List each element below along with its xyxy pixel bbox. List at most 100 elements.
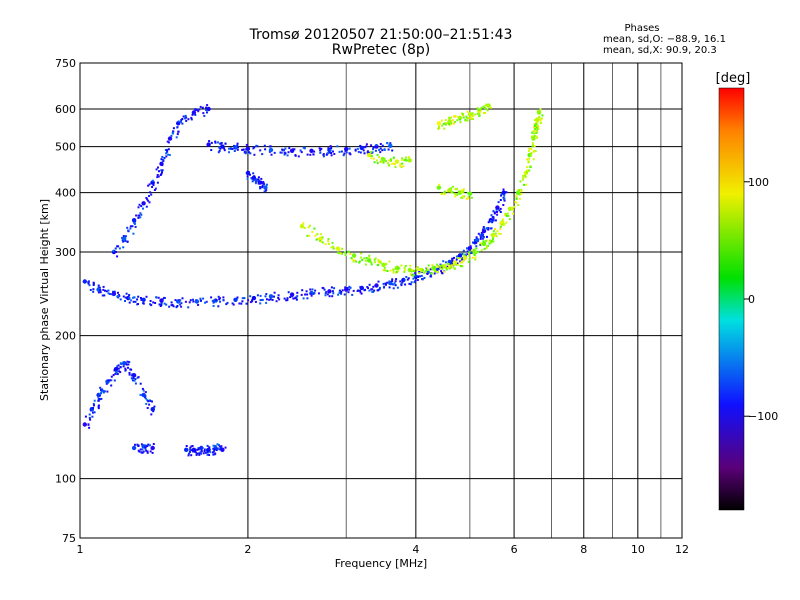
- data-point-o-mode: [457, 253, 463, 258]
- scatter-fill-point: [533, 126, 536, 129]
- scatter-fill-point: [151, 400, 153, 403]
- scatter-fill-point: [105, 290, 108, 293]
- scatter-fill-point: [279, 151, 282, 154]
- scatter-fill-point: [91, 415, 94, 418]
- scatter-fill-point: [528, 157, 531, 160]
- scatter-fill-point: [439, 263, 442, 266]
- scatter-fill-point: [198, 453, 201, 456]
- scatter-fill-point: [92, 282, 95, 285]
- scatter-fill-point: [524, 174, 527, 177]
- scatter-fill-point: [453, 121, 456, 123]
- scatter-fill-point: [149, 444, 151, 447]
- scatter-fill-point: [264, 148, 267, 151]
- scatter-fill-point: [446, 267, 449, 270]
- scatter-fill-point: [411, 274, 414, 277]
- scatter-fill-point: [112, 374, 115, 377]
- scatter-fill-point: [498, 209, 501, 212]
- scatter-fill-point: [462, 188, 465, 191]
- scatter-fill-point: [342, 154, 345, 157]
- scatter-fill-point: [520, 188, 523, 191]
- scatter-fill-point: [508, 218, 511, 221]
- scatter-fill-point: [180, 302, 183, 305]
- scatter-fill-point: [241, 300, 244, 303]
- scatter-fill-point: [157, 296, 160, 299]
- scatter-fill-point: [445, 122, 448, 125]
- scatter-fill-point: [246, 172, 249, 175]
- scatter-fill-point: [152, 301, 155, 304]
- scatter-fill-point: [160, 172, 163, 175]
- scatter-fill-point: [519, 197, 521, 200]
- scatter-fill-point: [179, 299, 182, 302]
- scatter-fill-point: [206, 444, 209, 447]
- grid-lines: [80, 63, 682, 538]
- scatter-fill-point: [537, 127, 540, 130]
- scatter-fill-point: [262, 182, 265, 185]
- scatter-fill-point: [92, 411, 94, 414]
- scatter-fill-point: [281, 148, 284, 151]
- scatter-fill-point: [522, 176, 525, 179]
- scatter-fill-point: [473, 242, 476, 245]
- scatter-fill-point: [110, 375, 113, 378]
- scatter-fill-point: [195, 453, 198, 456]
- data-point-o-mode: [141, 297, 146, 302]
- scatter-fill-point: [536, 126, 538, 129]
- scatter-fill-point: [192, 300, 195, 303]
- scatter-fill-point: [384, 282, 387, 285]
- scatter-fill-point: [306, 234, 309, 237]
- scatter-fill-point: [152, 184, 155, 186]
- scatter-fill-point: [349, 252, 352, 255]
- scatter-fill-point: [370, 155, 373, 157]
- scatter-fill-point: [275, 300, 278, 303]
- scatter-fill-point: [327, 147, 330, 150]
- scatter-fill-point: [98, 398, 101, 400]
- scatter-fill-point: [204, 301, 207, 304]
- scatter-fill-point: [311, 288, 314, 291]
- scatter-fill-point: [338, 291, 341, 294]
- scatter-fill-point: [332, 247, 335, 250]
- scatter-fill-point: [403, 266, 406, 269]
- scatter-fill-point: [287, 291, 290, 294]
- scatter-fill-point: [452, 185, 454, 188]
- scatter-fill-point: [482, 240, 485, 243]
- scatter-fill-point: [490, 241, 493, 244]
- scatter-fill-point: [201, 447, 204, 449]
- scatter-fill-point: [352, 260, 355, 263]
- scatter-fill-point: [84, 415, 87, 418]
- scatter-fill-point: [507, 214, 510, 217]
- scatter-fill-point: [319, 149, 322, 152]
- scatter-fill-point: [527, 170, 530, 172]
- scatter-fill-point: [147, 443, 150, 446]
- scatter-fill-point: [415, 267, 418, 270]
- scatter-fill-point: [287, 151, 290, 154]
- scatter-fill-point: [392, 283, 395, 286]
- scatter-fill-point: [495, 235, 498, 238]
- data-point-x-mode: [367, 258, 372, 263]
- data-point-o-mode: [159, 161, 164, 166]
- scatter-fill-point: [531, 142, 534, 145]
- scatter-fill-point: [437, 127, 440, 130]
- scatter-fill-point: [370, 144, 373, 147]
- scatter-fill-point: [386, 162, 389, 165]
- data-point-x-mode: [536, 110, 542, 115]
- scatter-fill-point: [515, 196, 518, 199]
- scatter-fill-point: [302, 222, 305, 225]
- scatter-fill-point: [265, 293, 268, 295]
- scatter-fill-point: [190, 454, 193, 457]
- scatter-fill-point: [362, 149, 365, 152]
- scatter-fill-point: [460, 191, 463, 194]
- scatter-fill-point: [134, 443, 136, 446]
- scatter-fill-point: [388, 260, 391, 263]
- scatter-fill-point: [273, 151, 276, 154]
- scatter-fill-point: [158, 170, 160, 173]
- chart-subtitle: RwPretec (8p): [332, 42, 430, 58]
- scatter-fill-point: [108, 293, 111, 295]
- scatter-fill-point: [463, 195, 466, 198]
- scatter-fill-point: [356, 290, 359, 292]
- scatter-fill-point: [168, 154, 171, 156]
- scatter-fill-point: [91, 409, 94, 412]
- scatter-fill-point: [208, 140, 211, 143]
- scatter-fill-point: [321, 241, 324, 244]
- scatter-fill-point: [492, 210, 495, 213]
- scatter-fill-point: [462, 113, 464, 116]
- scatter-fill-point: [127, 363, 130, 366]
